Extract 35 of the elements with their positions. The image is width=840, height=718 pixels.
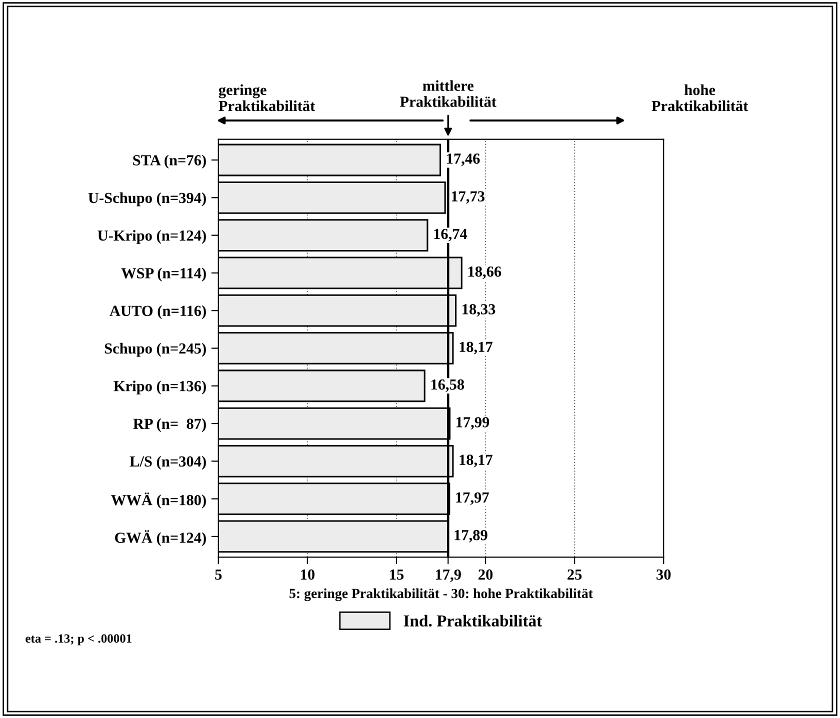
y-tick-label: WWÄ (n=180) bbox=[111, 492, 206, 508]
y-tick-label: RP (n= 87) bbox=[133, 418, 206, 432]
x-tick-label: 25 bbox=[568, 569, 582, 580]
data-label: 17,97 bbox=[456, 492, 489, 505]
y-tick-label: GWÄ (n=124) bbox=[115, 530, 206, 546]
x-tick-label: 10 bbox=[301, 569, 314, 580]
data-label: 18,33 bbox=[462, 304, 496, 317]
text: eta = .13; p < .00001 bbox=[26, 634, 132, 646]
y-tick-label: STA (n=76) bbox=[133, 154, 206, 169]
x-tick-label: 5 bbox=[215, 570, 222, 580]
y-tick-label: U-Schupo (n=394) bbox=[88, 192, 206, 206]
y-tick-label: WSP (n=114) bbox=[121, 268, 206, 282]
data-label: 18,17 bbox=[460, 454, 492, 468]
legend-label: Ind. Praktikabilität bbox=[404, 614, 542, 627]
x-tick-label: 17,9 bbox=[436, 569, 461, 582]
data-label: 16,58 bbox=[431, 379, 464, 392]
data-label: 16,74 bbox=[434, 228, 468, 242]
data-label: 17,89 bbox=[454, 530, 488, 542]
y-tick-label: Schupo (n=245) bbox=[104, 342, 206, 357]
x-tick-label: 30 bbox=[656, 569, 671, 580]
x-tick-label: 15 bbox=[390, 569, 404, 580]
data-label: 17,99 bbox=[456, 417, 490, 430]
y-tick-label: Kripo (n=136) bbox=[114, 380, 206, 394]
data-label: 17,73 bbox=[452, 191, 485, 204]
x-axis-title: 5: geringe Praktikabilität - 30: hohe Praktikabilität bbox=[290, 588, 593, 602]
y-tick-label: L/S (n=304) bbox=[130, 456, 206, 470]
data-label: 18,17 bbox=[460, 342, 492, 354]
x-tick-label: 20 bbox=[478, 569, 493, 580]
data-label: 17,46 bbox=[447, 154, 480, 166]
ref-line-label: mittlere Praktikabilität bbox=[400, 80, 496, 107]
text: hohe Praktikabilität bbox=[652, 84, 748, 112]
text: geringe Praktikabilität bbox=[218, 84, 316, 112]
y-tick-label: AUTO (n=116) bbox=[110, 305, 206, 320]
y-tick-label: U-Kripo (n=124) bbox=[98, 230, 206, 244]
data-label: 18,66 bbox=[468, 266, 502, 279]
